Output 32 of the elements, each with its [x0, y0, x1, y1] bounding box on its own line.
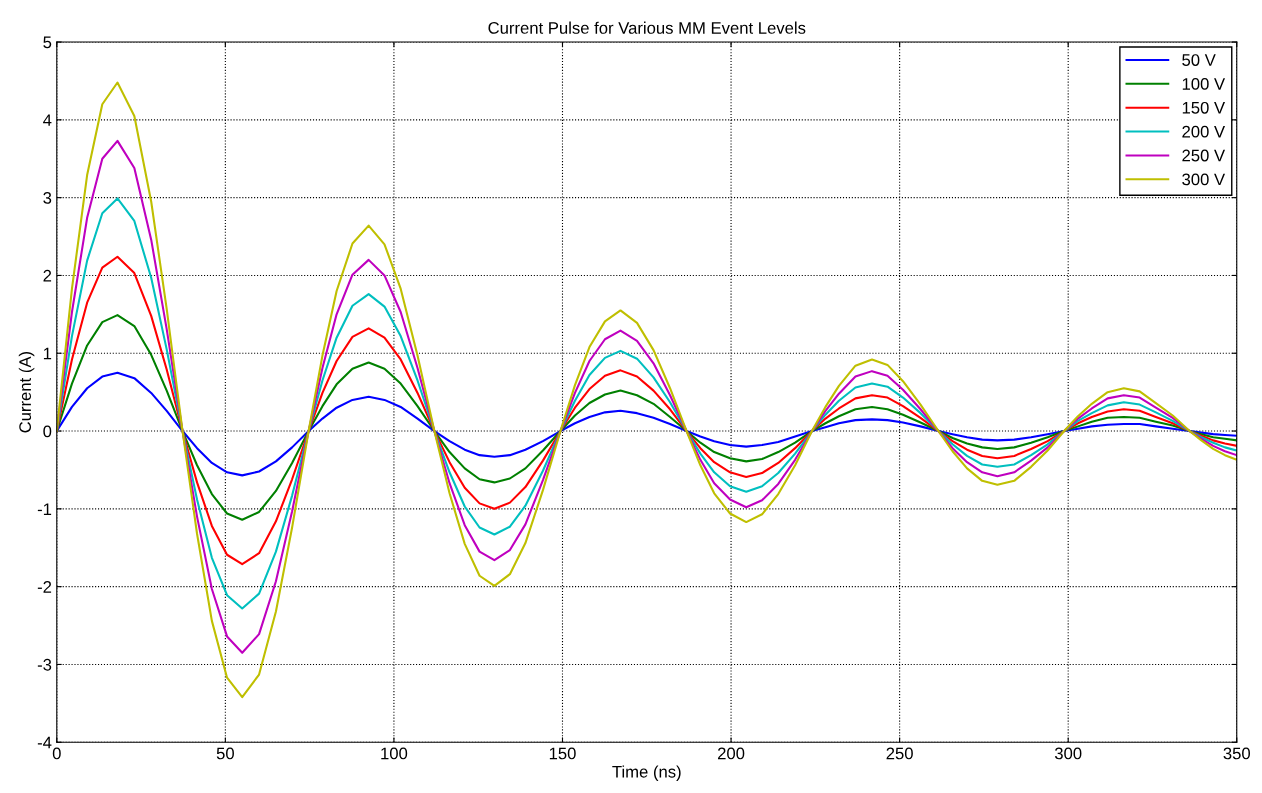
legend-label: 100 V: [1182, 78, 1226, 90]
x-tick-label: 50: [216, 747, 234, 760]
x-axis-title: Time (ns): [612, 765, 681, 781]
line-series: [56, 197, 1237, 610]
line-series: [56, 255, 1237, 566]
y-tick-label: 4: [43, 114, 52, 126]
y-tick-label: 1: [43, 347, 52, 360]
y-tick-label: 5: [43, 36, 52, 49]
legend-label: 250 V: [1182, 149, 1226, 162]
line-series: [56, 139, 1237, 654]
y-tick-label: -4: [37, 736, 52, 749]
x-tick-label: 100: [381, 747, 408, 760]
legend-label: 50 V: [1182, 54, 1216, 66]
legend-label: 150 V: [1182, 101, 1226, 114]
y-tick-label: 0: [43, 425, 52, 438]
y-tick-label: -3: [37, 658, 52, 671]
x-tick-label: 150: [549, 747, 576, 760]
line-series: [56, 314, 1237, 521]
x-tick-label: 300: [1054, 747, 1082, 760]
x-tick-label: 0: [52, 747, 61, 760]
x-tick-label: 200: [717, 747, 745, 760]
y-tick-label: -2: [37, 581, 52, 593]
chart-title: Current Pulse for Various MM Event Levels: [488, 21, 806, 34]
y-tick-label: 2: [43, 269, 52, 282]
y-tick-label: -1: [37, 503, 52, 515]
line-series: [56, 371, 1237, 477]
x-tick-label: 350: [1223, 747, 1251, 760]
x-tick-label: 250: [886, 747, 913, 760]
y-axis-title: Current (A): [18, 351, 35, 433]
legend-label: 200 V: [1182, 125, 1226, 138]
legend-label: 300 V: [1182, 173, 1226, 186]
y-tick-label: 3: [43, 192, 52, 204]
